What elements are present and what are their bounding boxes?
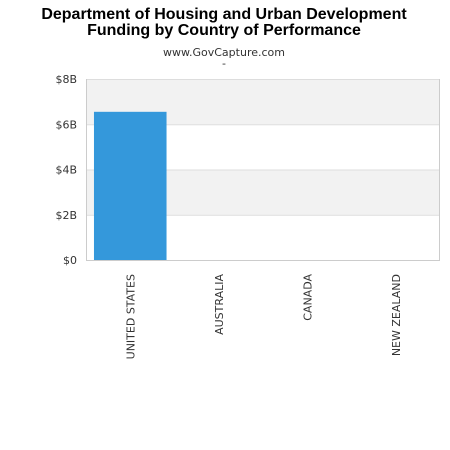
y-tick-label: $6B (55, 118, 77, 131)
chart-subtitle-dash: - (222, 57, 226, 70)
y-axis-ticks: $0 $2B $4B $6B $8B (55, 73, 77, 267)
y-tick-label: $8B (55, 73, 77, 86)
x-tick-label: CANADA (301, 274, 314, 321)
chart-title-line-1: Department of Housing and Urban Developm… (41, 6, 407, 23)
x-tick-label: UNITED STATES (124, 274, 137, 359)
chart-title-line-2: Funding by Country of Performance (87, 22, 361, 39)
x-tick-label: AUSTRALIA (213, 274, 226, 335)
y-tick-label: $2B (55, 209, 77, 222)
bars (93, 111, 167, 260)
y-tick-label: $0 (63, 254, 77, 267)
x-axis-ticks: UNITED STATES AUSTRALIA CANADA NEW ZEALAND (124, 274, 403, 360)
bar-united-states (93, 111, 167, 260)
y-tick-label: $4B (55, 164, 77, 177)
chart-subtitle: www.GovCapture.com (163, 46, 285, 59)
axes (86, 79, 440, 261)
x-tick-label: NEW ZEALAND (390, 274, 403, 356)
